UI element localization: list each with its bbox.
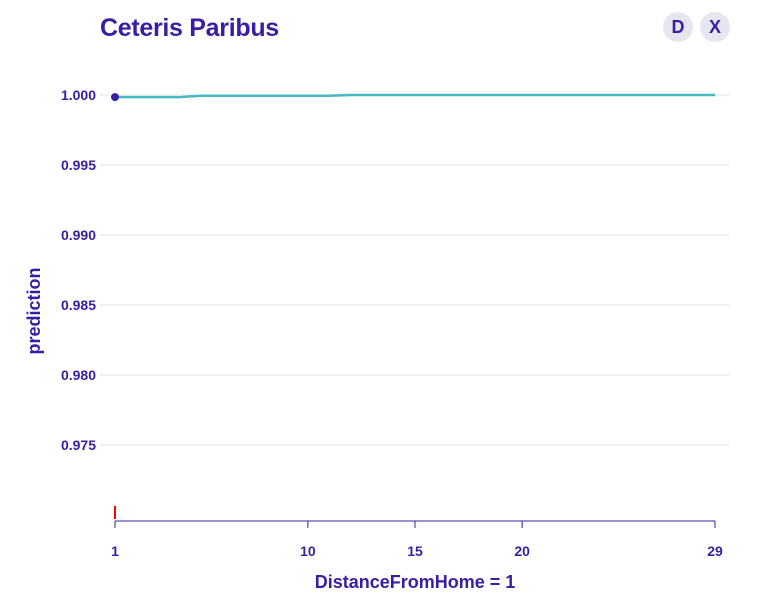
observation-point — [111, 93, 119, 102]
y-axis-title: prediction — [24, 267, 44, 354]
y-tick-label: 0.975 — [61, 437, 96, 453]
y-tick-label: 0.985 — [61, 297, 96, 313]
x-tick-label: 10 — [300, 543, 316, 559]
chart-title: Ceteris Paribus — [100, 14, 279, 42]
describe-button[interactable]: D — [663, 12, 693, 42]
y-tick-label: 1.000 — [61, 87, 96, 103]
profile-lines — [115, 93, 715, 99]
close-button[interactable]: X — [700, 12, 730, 42]
y-tick-label: 0.980 — [61, 367, 96, 383]
grid-lines — [100, 94, 730, 446]
profile-line — [115, 93, 715, 99]
x-axis-title: DistanceFromHome = 1 — [315, 572, 516, 592]
y-tick-labels: 0.975 0.980 0.985 0.990 0.995 1.000 — [61, 87, 96, 453]
y-tick-label: 0.990 — [61, 227, 96, 243]
y-tick-label: 0.995 — [61, 157, 96, 173]
x-tick-label: 1 — [111, 543, 119, 559]
observation-points — [111, 93, 119, 102]
x-tick-label: 20 — [514, 543, 530, 559]
x-tick-label: 15 — [407, 543, 423, 559]
x-axis: 1 10 15 20 29 — [111, 520, 723, 559]
x-tick-label: 29 — [707, 543, 723, 559]
